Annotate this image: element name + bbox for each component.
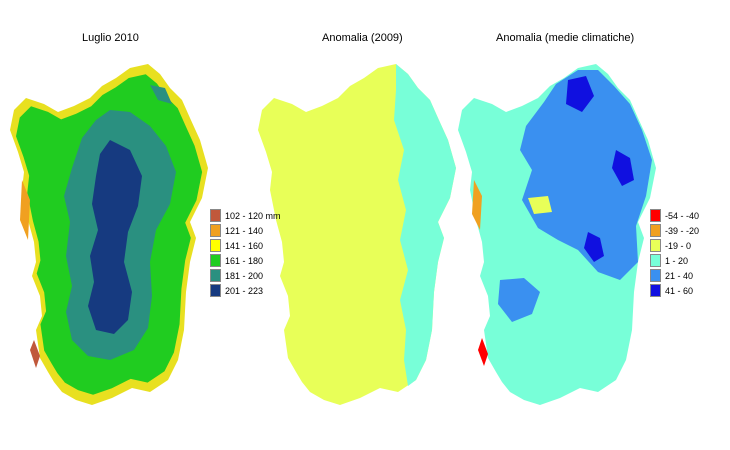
legend-swatch [210,224,221,237]
legend-item: 121 - 140 [210,223,281,238]
legend-item: -39 - -20 [650,223,699,238]
zone-19-0 [528,196,552,214]
legend-swatch [210,284,221,297]
legend-item: 141 - 160 [210,238,281,253]
legend-swatch [650,224,661,237]
zone-41-60-east [612,150,634,186]
legend-swatch [210,209,221,222]
legend-item: 181 - 200 [210,268,281,283]
legend-label: -39 - -20 [665,225,700,236]
legend-label: 41 - 60 [665,285,694,296]
legend-swatch [650,269,661,282]
legend-label: 161 - 180 [225,255,264,266]
zone-21-40 [520,70,652,280]
zone-east [394,64,456,386]
legend-label: -19 - 0 [665,240,692,251]
map-anomalia-2009 [258,64,456,405]
legend-label: -54 - -40 [665,210,700,221]
legend-swatch [210,269,221,282]
legend-label: 121 - 140 [225,225,264,236]
map-anomalia-climatiche [458,64,656,405]
legend-item: 41 - 60 [650,283,699,298]
legend-item: -54 - -40 [650,208,699,223]
map-title-anomalia-climatiche: Anomalia (medie climatiche) [496,32,635,44]
legend-swatch [650,239,661,252]
legend-swatch [650,254,661,267]
legend-label: 141 - 160 [225,240,264,251]
legend-item: 102 - 120 mm [210,208,281,223]
legend-item: 21 - 40 [650,268,699,283]
south-west-zone-neg [478,338,488,366]
legend-item: -19 - 0 [650,238,699,253]
legend-swatch [210,254,221,267]
zone-41-60-north [566,76,594,112]
legend-item: 161 - 180 [210,253,281,268]
legend-anomalia-climatiche: -54 - -40 -39 - -20 -19 - 0 1 - 20 21 - … [650,208,699,298]
west-coast-zone [20,180,30,240]
legend-item: 1 - 20 [650,253,699,268]
legend-label: 181 - 200 [225,270,264,281]
legend-swatch [650,284,661,297]
map-title-anomalia-2009: Anomalia (2009) [322,32,403,44]
west-coast-zone-neg [472,180,482,230]
zone-21-40-south [498,278,540,322]
legend-item: 201 - 223 [210,283,281,298]
zone-41-60-center [584,232,604,262]
legend-luglio: 102 - 120 mm 121 - 140 141 - 160 161 - 1… [210,208,281,298]
legend-label: 21 - 40 [665,270,694,281]
legend-swatch [210,239,221,252]
legend-label: 1 - 20 [665,255,689,266]
map-title-luglio: Luglio 2010 [82,32,139,44]
north-east-zone [150,85,172,104]
legend-label: 102 - 120 mm [225,210,281,221]
legend-label: 201 - 223 [225,285,264,296]
south-west-zone [30,340,40,368]
legend-swatch [650,209,661,222]
map-luglio-2010 [10,64,208,405]
